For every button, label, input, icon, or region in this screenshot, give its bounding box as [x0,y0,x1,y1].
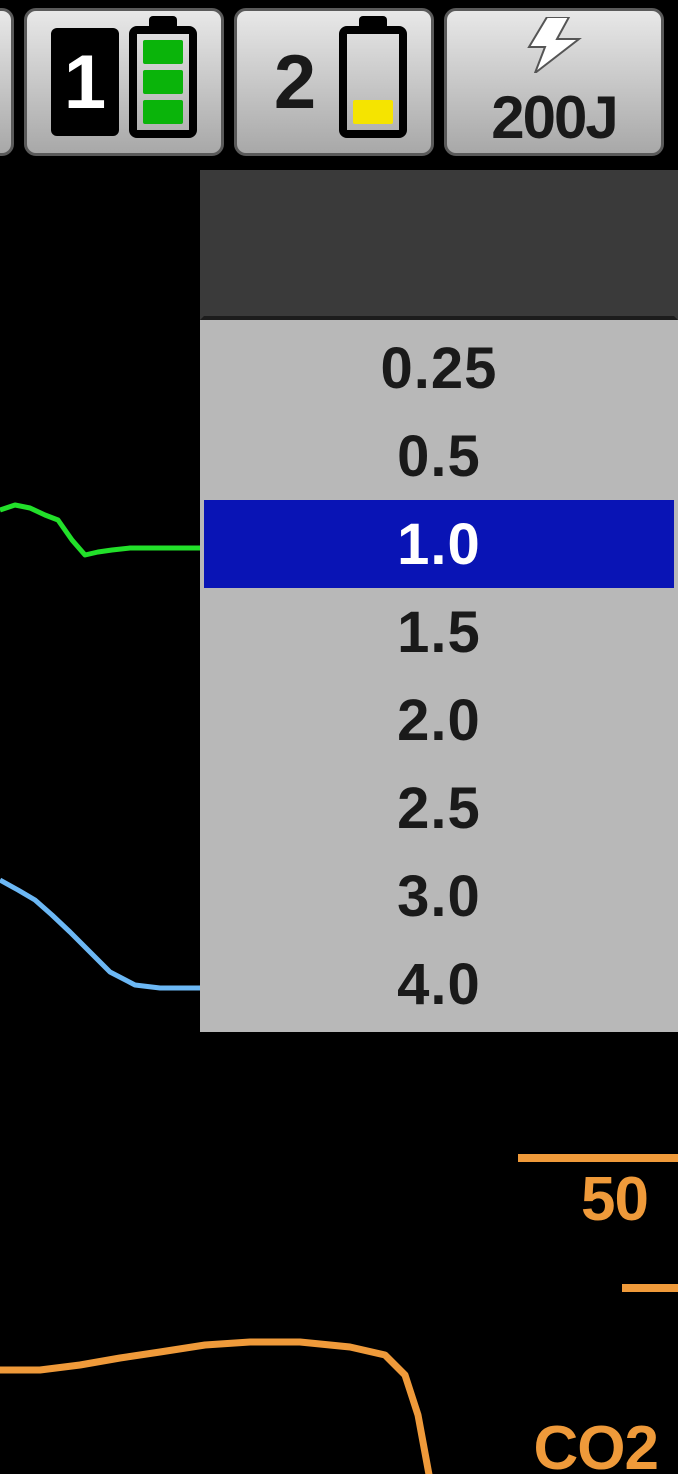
co2-scale-value: 50 [581,1164,648,1235]
spo2-waveform [0,880,200,988]
status-tile-edge [0,8,14,156]
scale-menu-item[interactable]: 3.0 [204,852,674,940]
status-bar: 1 2 200J [0,0,678,160]
scale-menu-item[interactable]: 2.0 [204,676,674,764]
defib-energy-label: 200J [491,83,616,152]
scale-menu-body: 0.250.51.01.52.02.53.04.0 [200,320,678,1032]
scale-menu-item[interactable]: 4.0 [204,940,674,1028]
scale-menu-item[interactable]: 1.0 [204,500,674,588]
scale-menu-item[interactable]: 1.5 [204,588,674,676]
battery-1-icon [129,26,197,138]
battery-segment [143,70,183,94]
scale-menu: 0.250.51.01.52.02.53.04.0 [200,170,678,1032]
co2-tick-top [518,1154,678,1162]
co2-waveform [0,1342,460,1474]
lightning-icon [519,17,589,73]
battery-2-tile[interactable]: 2 [234,8,434,156]
battery-2-number: 2 [261,28,329,136]
scale-menu-item[interactable]: 0.5 [204,412,674,500]
defib-energy-tile[interactable]: 200J [444,8,664,156]
co2-scale: 50 CO2 [508,1154,678,1474]
scale-menu-item[interactable]: 2.5 [204,764,674,852]
battery-2-icon [339,26,407,138]
co2-unit-label: CO2 [534,1413,658,1474]
battery-1-number: 1 [51,28,119,136]
battery-segment [143,100,183,124]
battery-1-tile[interactable]: 1 [24,8,224,156]
scale-menu-item[interactable]: 0.25 [204,324,674,412]
battery-segment [353,40,393,64]
battery-segment [353,100,393,124]
battery-segment [353,70,393,94]
ecg-waveform [0,505,200,555]
co2-tick-mid [622,1284,678,1292]
scale-menu-header [200,170,678,320]
battery-segment [143,40,183,64]
